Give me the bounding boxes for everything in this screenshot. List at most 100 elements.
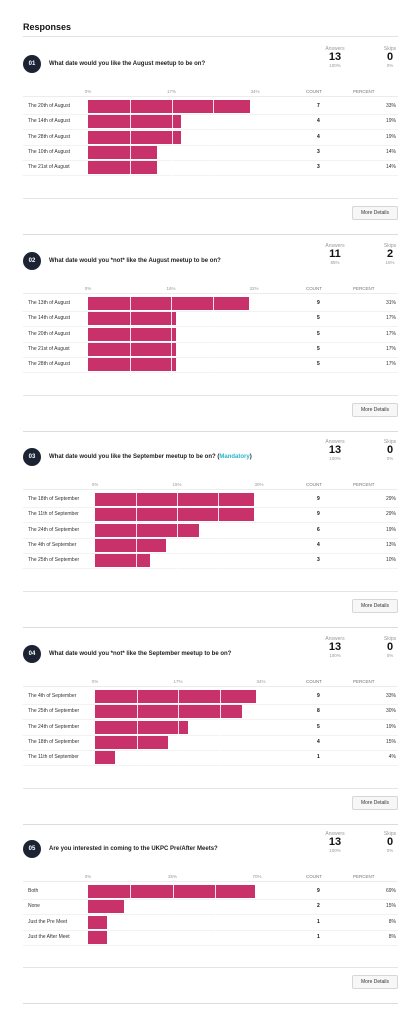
answer-count: 1: [317, 933, 320, 940]
answer-count: 1: [317, 754, 320, 761]
answer-count: 5: [317, 723, 320, 730]
answer-row: The 20th of August 5 17%: [23, 327, 398, 343]
more-details-button[interactable]: More Details: [352, 205, 398, 220]
row-divider: [23, 719, 398, 721]
axis-tick-label: 70%: [252, 874, 262, 879]
question-text: What date would you *not* like the Augus…: [49, 258, 221, 264]
answer-count: 5: [317, 330, 320, 337]
question-title: What date would you like the August meet…: [49, 61, 206, 67]
response-bar: [88, 915, 108, 929]
answer-count: 3: [317, 148, 320, 155]
chart-gridline: [172, 885, 174, 946]
answer-percent: 29%: [385, 496, 396, 502]
answer-count: 4: [317, 738, 320, 745]
percent-column-header: PERCENT: [353, 286, 375, 291]
question-number-badge: 05: [23, 840, 41, 858]
more-details-button[interactable]: More Details: [352, 402, 398, 417]
chart-gridline: [218, 493, 219, 569]
answer-row: The 24th of September 6 19%: [23, 523, 398, 539]
question-title: What date would you like the September m…: [49, 454, 216, 460]
answers-percent: 100%: [329, 848, 341, 853]
question-text: What date would you *not* like the Septe…: [49, 651, 231, 657]
answers-label: Answers: [325, 439, 345, 445]
answer-count: 5: [317, 361, 320, 368]
response-bar: [88, 130, 182, 144]
row-divider: [23, 311, 398, 312]
answer-count: 9: [317, 300, 320, 306]
answer-option-label: The 18th of September: [28, 738, 80, 745]
question-title: What date would you *not* like the Augus…: [49, 258, 221, 264]
skips-percent: 15%: [385, 260, 395, 265]
skips-stat: Skips 0 0%: [370, 831, 410, 853]
response-bar: [95, 735, 169, 749]
answer-option-label: The 20th of August: [28, 330, 70, 337]
answer-row: The 11th of September 9 29%: [23, 507, 398, 524]
answer-option-label: The 11th of September: [28, 511, 79, 518]
answer-count: 5: [317, 345, 320, 352]
chart-gridline: [136, 690, 138, 766]
answer-option-label: The 11th of September: [28, 754, 79, 761]
response-bar: [95, 523, 199, 537]
axis-tick-label: 32%: [249, 286, 259, 291]
answer-count: 4: [317, 118, 320, 125]
question-title: What date would you *not* like the Septe…: [49, 651, 232, 657]
answer-option-label: The 14th of August: [28, 118, 70, 125]
answers-count: 13: [328, 51, 342, 63]
row-divider: [23, 899, 398, 900]
answer-row: The 18th of September 4 15%: [23, 735, 398, 751]
skips-stat: Skips 0 0%: [370, 46, 410, 68]
chart-header-divider: [23, 293, 398, 294]
skips-percent: 0%: [386, 848, 394, 853]
answer-percent: 8%: [388, 933, 396, 940]
response-bar: [95, 554, 150, 568]
chart-gridline: [130, 885, 132, 946]
answer-row: The 20th of August 7 33%: [23, 99, 398, 115]
row-divider: [23, 704, 398, 705]
answer-row: The 28th of August 5 17%: [23, 357, 398, 374]
chart-gridline: [219, 690, 221, 766]
response-bar: [88, 342, 177, 356]
response-bar: [95, 690, 257, 703]
row-divider: [23, 114, 398, 115]
details-divider: [23, 967, 398, 969]
answers-count: 13: [328, 836, 342, 848]
answer-percent: 29%: [385, 511, 396, 518]
row-divider: [23, 326, 398, 328]
answer-percent: 31%: [385, 300, 396, 306]
answer-row: The 4th of September 9 33%: [23, 689, 398, 705]
answer-count: 9: [317, 496, 320, 502]
row-divider: [23, 129, 398, 131]
row-divider: [23, 552, 398, 554]
answer-percent: 17%: [385, 330, 396, 337]
response-bar: [88, 900, 125, 914]
skips-count: 2: [386, 248, 394, 260]
skips-stat: Skips 0 0%: [370, 636, 410, 658]
answer-row: The 24th of September 5 19%: [23, 720, 398, 736]
more-details-button[interactable]: More Details: [352, 795, 398, 810]
count-column-header: COUNT: [306, 482, 322, 487]
response-bar: [88, 327, 177, 341]
more-details-button[interactable]: More Details: [352, 598, 398, 613]
answer-percent: 10%: [385, 557, 396, 564]
response-bar: [95, 493, 254, 506]
skips-label: Skips: [383, 636, 397, 642]
chart-gridline: [129, 100, 131, 176]
answer-row: Both 9 69%: [23, 884, 398, 900]
question-number-badge: 03: [23, 448, 41, 466]
chart-gridline: [177, 493, 178, 569]
more-details-button[interactable]: More Details: [352, 975, 398, 990]
answer-percent: 33%: [385, 103, 396, 109]
chart-gridline: [171, 297, 172, 373]
answer-percent: 19%: [385, 133, 396, 140]
answers-stat: Answers 13 100%: [315, 439, 355, 461]
answer-row: The 21st of August 5 17%: [23, 342, 398, 358]
skips-stat: Skips 2 15%: [370, 243, 410, 265]
answer-option-label: The 21st of August: [28, 164, 70, 171]
answer-option-label: Both: [28, 888, 39, 894]
answer-row: Just the Pre Meet 1 8%: [23, 915, 398, 931]
answer-option-label: Just the Pre Meet: [28, 918, 68, 925]
skips-count: 0: [386, 836, 394, 848]
skips-percent: 0%: [386, 456, 394, 461]
answer-percent: 13%: [385, 541, 396, 548]
chart-gridline: [212, 297, 214, 373]
